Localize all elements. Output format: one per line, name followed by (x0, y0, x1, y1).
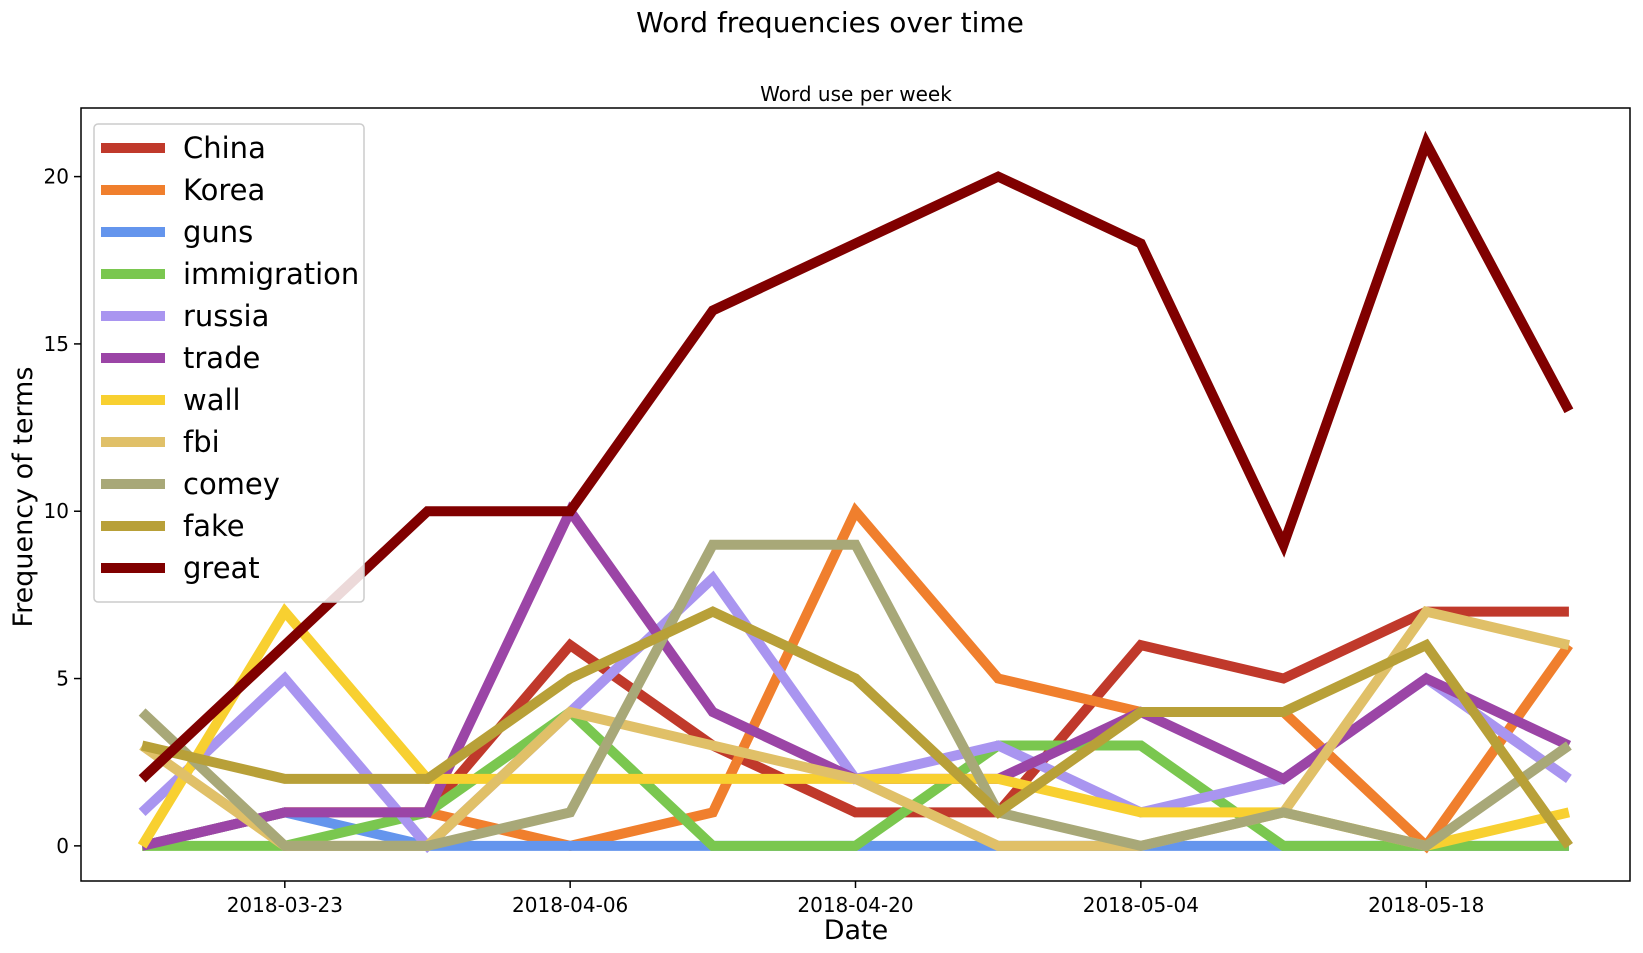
plot-frame (80, 107, 1631, 882)
y-tick-label: 10 (44, 499, 69, 523)
series-line-fake (140, 606, 1573, 849)
series-lines (137, 130, 1574, 854)
y-tick-label: 15 (44, 332, 69, 356)
x-tick-label: 2018-05-04 (1083, 893, 1199, 917)
legend-label: wall (183, 383, 241, 417)
axes-title: Word use per week (760, 82, 952, 106)
legend-label: comey (183, 467, 280, 501)
x-tick-label: 2018-04-06 (512, 893, 628, 917)
legend-label: fbi (183, 425, 220, 459)
legend-label: russia (183, 299, 269, 333)
legend-label: immigration (183, 257, 359, 291)
y-tick-label: 0 (56, 834, 69, 858)
legend-label: trade (183, 341, 260, 375)
legend-label: great (183, 551, 260, 585)
series-line-immigration (142, 705, 1569, 851)
legend-label: China (183, 131, 266, 165)
legend: China Korea guns immigration russia trade wall… (93, 123, 365, 603)
axis-ticks: 2018-03-23 2018-04-06 2018-04-20 2018-05-04… (44, 165, 1485, 917)
series-line-great (138, 130, 1574, 783)
legend-label: fake (183, 509, 245, 543)
y-tick-label: 20 (44, 165, 69, 189)
x-tick-label: 2018-03-23 (227, 893, 343, 917)
series-line-comey (138, 539, 1572, 852)
y-axis-label: Frequency of terms (8, 367, 39, 628)
x-axis-label: Date (824, 915, 889, 946)
y-tick-label: 5 (56, 667, 69, 691)
legend-label: guns (183, 215, 253, 249)
x-tick-label: 2018-04-20 (797, 893, 913, 917)
x-tick-label: 2018-05-18 (1368, 893, 1484, 917)
figure-title: Word frequencies over time (636, 6, 1024, 39)
legend-label: Korea (183, 173, 265, 207)
